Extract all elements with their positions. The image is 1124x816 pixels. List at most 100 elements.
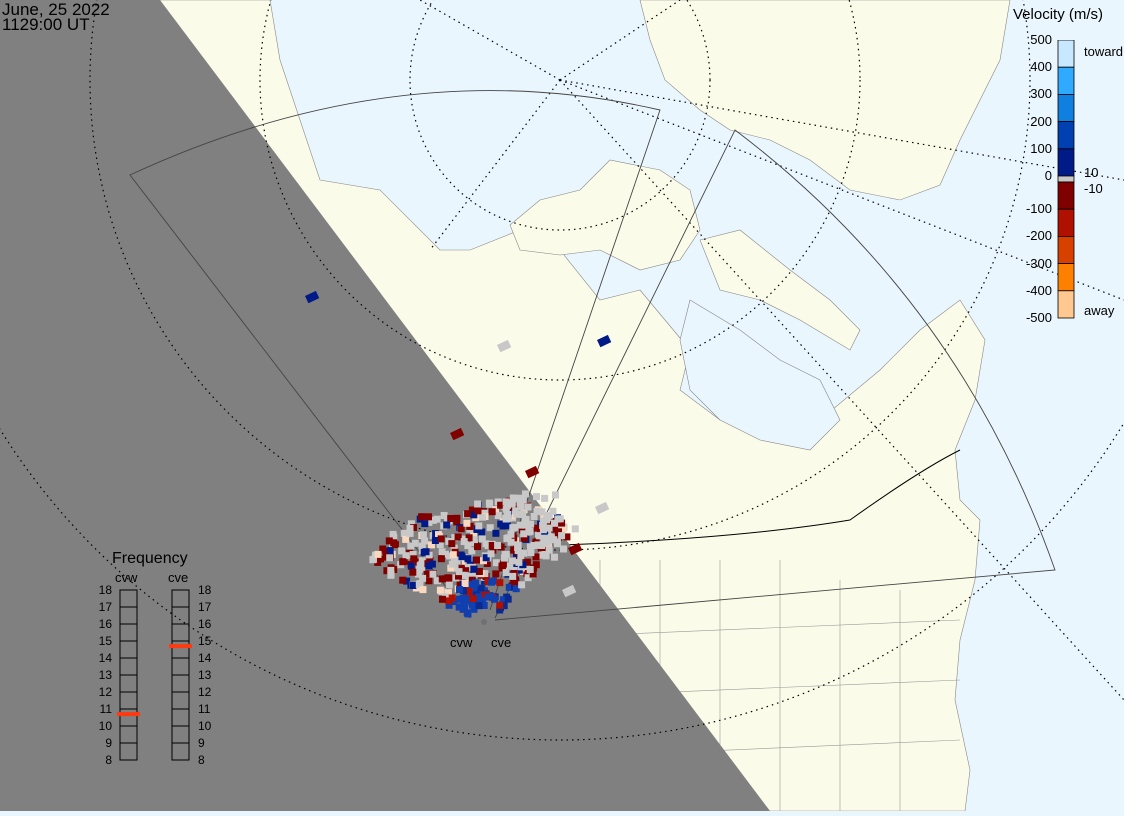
scatter-cell (407, 520, 415, 528)
scatter-cell (497, 520, 505, 528)
scatter-cell (526, 527, 534, 535)
scatter-cell (486, 500, 494, 508)
frequency-marker-cvw (117, 712, 140, 717)
scatter-cell (533, 493, 540, 501)
scatter-cell (369, 556, 377, 564)
scatter-cell (551, 519, 558, 527)
scatter-cell (501, 554, 509, 562)
scatter-cell (553, 540, 561, 548)
scatter-cell (437, 535, 445, 543)
scatter-cell (479, 513, 486, 521)
scatter-cell (518, 526, 526, 534)
scatter-cell (484, 593, 492, 601)
scatter-cell (530, 542, 538, 549)
scatter-cell (453, 518, 461, 526)
scatter-cell (551, 525, 558, 533)
colorbar-tick-label: 0 (1044, 168, 1052, 183)
frequency-tick-label: 13 (99, 668, 113, 682)
scatter-cell (544, 514, 551, 522)
scatter-cell (463, 596, 471, 604)
scatter-cell (555, 528, 562, 536)
scatter-cell (488, 578, 496, 586)
frequency-bars: 18 18 17 17 16 16 15 15 14 14 13 13 12 12 11 11 10 10 9 9 8 8 (99, 583, 212, 767)
scatter-cell (504, 511, 512, 518)
scatter-cell (385, 537, 393, 545)
scatter-cell (402, 552, 410, 560)
scatter-cell (499, 564, 506, 572)
scatter-cell (411, 539, 419, 547)
away-label: away (1084, 303, 1115, 318)
scatter-cell (560, 545, 567, 553)
scatter-cell (459, 605, 467, 613)
scatter-cell (496, 601, 504, 609)
colorbar-segment (1057, 94, 1075, 123)
frequency-tick-label: 13 (198, 668, 212, 682)
scatter-cell (436, 541, 444, 549)
scatter-cell (503, 522, 511, 530)
scatter-cell (519, 510, 527, 518)
scatter-cell (475, 522, 483, 530)
scatter-cell (455, 595, 463, 603)
frequency-tick-label: 11 (100, 702, 113, 716)
scatter-cell (470, 530, 478, 538)
scatter-cell (456, 586, 463, 594)
frequency-tick-label: 17 (198, 600, 212, 614)
scatter-cell (460, 538, 468, 546)
scatter-cell (540, 534, 548, 542)
scatter-cell (459, 594, 467, 602)
scatter-cell (455, 572, 462, 580)
scatter-cell (478, 535, 486, 543)
scatter-cell (497, 339, 512, 353)
colorbar-tick-label: 100 (1030, 140, 1052, 156)
scatter-cell (429, 516, 437, 524)
colorbar-scale (1057, 40, 1075, 319)
scatter-cell (525, 465, 540, 479)
scatter-cell (516, 521, 524, 529)
scatter-cell (539, 521, 547, 529)
scatter-cell (470, 539, 478, 547)
scatter-cell (438, 548, 446, 556)
frequency-tick-label: 8 (198, 753, 205, 767)
scatter-cell (482, 554, 490, 562)
frequency-tick-label: 10 (198, 719, 212, 733)
scatter-cell (551, 553, 558, 561)
scatter-cell (481, 570, 489, 578)
scatter-cell (499, 596, 507, 604)
scatter-cell (500, 602, 508, 610)
scatter-cell (428, 541, 435, 549)
scatter-cell (436, 586, 444, 594)
scatter-cell (409, 551, 417, 558)
scatter-cell (463, 609, 471, 617)
scatter-cell (406, 524, 414, 532)
scatter-cell (529, 570, 537, 578)
scatter-cell (455, 603, 463, 611)
scatter-cell (458, 553, 466, 561)
scatter-cell (390, 539, 398, 547)
scatter-cell (559, 525, 567, 533)
scatter-cell (517, 552, 525, 560)
colorbar-segment (1057, 40, 1075, 68)
scatter-cell (595, 501, 610, 515)
scatter-cell (389, 530, 397, 538)
scatter-cell (494, 542, 502, 549)
scatter-cell (515, 558, 523, 566)
radar-label-cve: cve (491, 635, 512, 650)
frequency-title: Frequency (112, 550, 188, 567)
hudson-bay (679, 299, 841, 451)
scatter-cell (374, 550, 382, 558)
scatter-cell (379, 545, 387, 553)
scatter-cell (497, 543, 505, 551)
scatter-cell (448, 540, 456, 548)
scatter-cell (474, 500, 482, 508)
colorbar-tick-label: -400 (1025, 282, 1052, 298)
scatter-cell (562, 584, 577, 598)
colorbar-segment (1057, 208, 1075, 237)
scatter-cell (512, 585, 520, 593)
scatter-cell (423, 570, 431, 578)
scatter-cell (509, 572, 517, 580)
scatter-cell (515, 494, 523, 502)
frequency-tick-label: 8 (105, 753, 112, 767)
ground-scatter-upper-label: 10 (1084, 165, 1099, 180)
scatter-cell (502, 498, 510, 506)
